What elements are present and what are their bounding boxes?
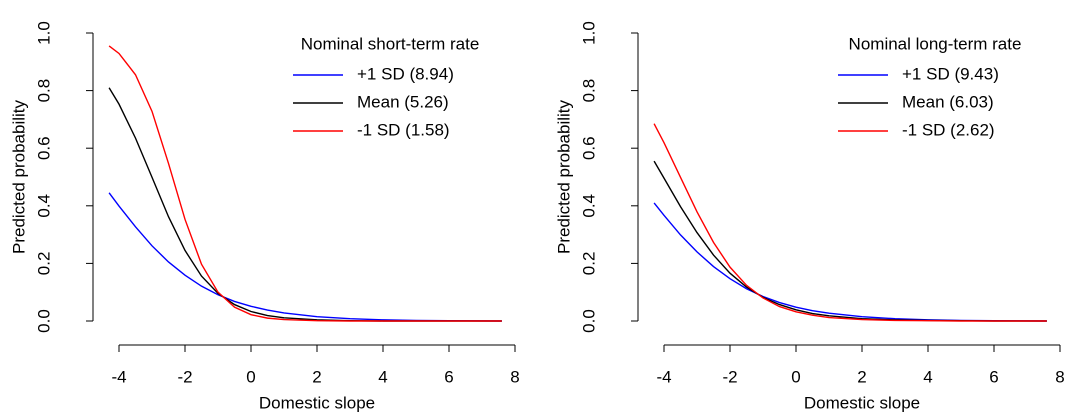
x-axis-title: Domestic slope: [804, 393, 920, 412]
x-tick-label: 6: [989, 367, 998, 386]
y-tick-label: 0.0: [579, 309, 598, 333]
x-tick-label: 8: [1055, 367, 1064, 386]
y-tick-label: 0.6: [579, 136, 598, 160]
y-tick-label: 0.6: [34, 136, 53, 160]
x-tick-label: -2: [177, 367, 192, 386]
x-tick-label: -4: [656, 367, 671, 386]
x-tick-label: 0: [791, 367, 800, 386]
y-tick-label: 1.0: [34, 21, 53, 45]
x-tick-label: 0: [246, 367, 255, 386]
y-tick-label: 0.2: [34, 252, 53, 276]
legend-label: -1 SD (2.62): [902, 120, 995, 139]
y-axis-title: Predicted probability: [554, 99, 573, 254]
y-tick-label: 0.8: [34, 79, 53, 103]
y-tick-label: 0.4: [34, 194, 53, 218]
line-series: [653, 202, 1047, 322]
x-tick-label: 8: [510, 367, 519, 386]
x-tick-label: -4: [111, 367, 126, 386]
y-tick-label: 1.0: [579, 21, 598, 45]
x-tick-label: 2: [857, 367, 866, 386]
y-axis-title: Predicted probability: [9, 99, 28, 254]
legend-title: Nominal short-term rate: [301, 34, 480, 53]
x-axis-title: Domestic slope: [259, 393, 375, 412]
y-tick-label: 0.4: [579, 194, 598, 218]
y-tick-label: 0.0: [34, 309, 53, 333]
x-tick-label: 4: [378, 367, 387, 386]
legend-label: Mean (5.26): [357, 92, 449, 111]
legend-label: +1 SD (9.43): [902, 64, 999, 83]
x-tick-label: 2: [312, 367, 321, 386]
legend-label: -1 SD (1.58): [357, 120, 450, 139]
x-tick-label: -2: [722, 367, 737, 386]
legend-label: Mean (6.03): [902, 92, 994, 111]
line-series: [653, 123, 1047, 322]
line-series: [108, 45, 502, 322]
x-tick-label: 4: [923, 367, 932, 386]
y-tick-label: 0.2: [579, 252, 598, 276]
x-tick-label: 6: [444, 367, 453, 386]
line-series: [108, 192, 502, 322]
legend-label: +1 SD (8.94): [357, 64, 454, 83]
legend-title: Nominal long-term rate: [849, 34, 1022, 53]
y-tick-label: 0.8: [579, 79, 598, 103]
